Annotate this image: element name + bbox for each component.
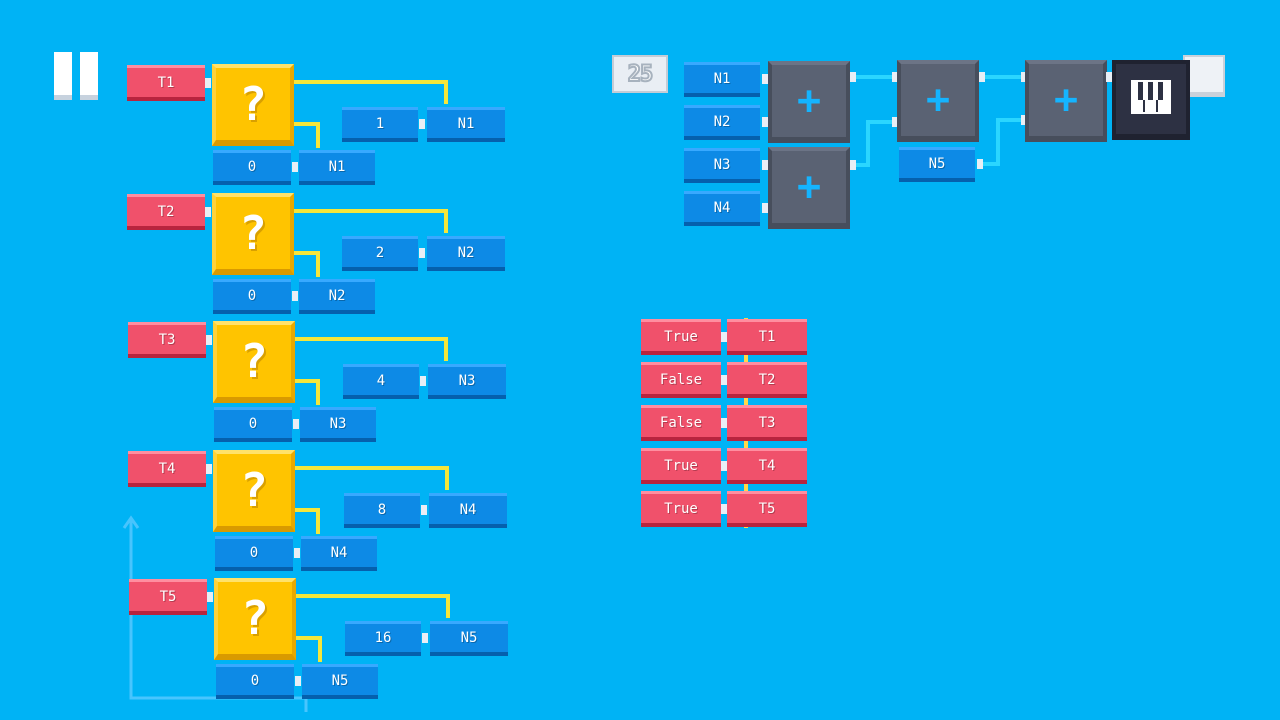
else-target-variable-n4[interactable]: N4 <box>301 536 377 571</box>
port <box>419 248 425 258</box>
plus-icon[interactable]: + <box>897 60 979 142</box>
port <box>205 207 211 217</box>
question-mark-icon[interactable]: ? <box>213 450 295 532</box>
plus-icon[interactable]: + <box>768 147 850 229</box>
plus-icon[interactable]: + <box>768 61 850 143</box>
plus-icon[interactable]: + <box>1025 60 1107 142</box>
port <box>721 504 727 514</box>
piano-keyboard-icon <box>1131 80 1171 118</box>
port <box>419 119 425 129</box>
condition-block-t5[interactable]: T5 <box>129 579 207 615</box>
else-value-block-0[interactable]: 0 <box>215 536 293 571</box>
port <box>421 505 427 515</box>
value-block-2[interactable]: 2 <box>342 236 418 271</box>
value-block-1[interactable]: 1 <box>342 107 418 142</box>
condition-block-t1[interactable]: T1 <box>127 65 205 101</box>
port <box>206 335 212 345</box>
port <box>295 676 301 686</box>
port <box>850 160 856 170</box>
port <box>420 376 426 386</box>
target-variable-n3[interactable]: N3 <box>428 364 506 399</box>
condition-block-t4[interactable]: T4 <box>128 451 206 487</box>
value-block-8[interactable]: 8 <box>344 493 420 528</box>
port <box>721 418 727 428</box>
port <box>977 159 983 169</box>
port <box>294 548 300 558</box>
port <box>292 291 298 301</box>
sum-input-n1[interactable]: N1 <box>684 62 760 97</box>
else-target-variable-n1[interactable]: N1 <box>299 150 375 185</box>
bool-value-false[interactable]: False <box>641 362 721 398</box>
target-variable-n1[interactable]: N1 <box>427 107 505 142</box>
else-value-block-0[interactable]: 0 <box>213 279 291 314</box>
value-block-16[interactable]: 16 <box>345 621 421 656</box>
condition-block-t2[interactable]: T2 <box>127 194 205 230</box>
target-variable-n2[interactable]: N2 <box>427 236 505 271</box>
port <box>206 464 212 474</box>
port <box>292 162 298 172</box>
port <box>205 78 211 88</box>
variable-t2[interactable]: T2 <box>727 362 807 398</box>
sum-input-n5[interactable]: N5 <box>899 147 975 182</box>
port <box>721 375 727 385</box>
question-mark-icon[interactable]: ? <box>212 193 294 275</box>
else-target-variable-n2[interactable]: N2 <box>299 279 375 314</box>
sum-input-n4[interactable]: N4 <box>684 191 760 226</box>
variable-t3[interactable]: T3 <box>727 405 807 441</box>
value-block-4[interactable]: 4 <box>343 364 419 399</box>
port <box>207 592 213 602</box>
port <box>892 72 898 82</box>
bool-value-false[interactable]: False <box>641 405 721 441</box>
port <box>293 419 299 429</box>
variable-t4[interactable]: T4 <box>727 448 807 484</box>
else-target-variable-n3[interactable]: N3 <box>300 407 376 442</box>
else-value-block-0[interactable]: 0 <box>213 150 291 185</box>
bool-value-true[interactable]: True <box>641 448 721 484</box>
level-number: 25 <box>612 55 668 93</box>
port <box>979 72 985 82</box>
else-value-block-0[interactable]: 0 <box>214 407 292 442</box>
port <box>762 203 768 213</box>
else-target-variable-n5[interactable]: N5 <box>302 664 378 699</box>
sum-input-n2[interactable]: N2 <box>684 105 760 140</box>
else-value-block-0[interactable]: 0 <box>216 664 294 699</box>
target-variable-n5[interactable]: N5 <box>430 621 508 656</box>
variable-t5[interactable]: T5 <box>727 491 807 527</box>
port <box>850 72 856 82</box>
question-mark-icon[interactable]: ? <box>213 321 295 403</box>
port <box>762 117 768 127</box>
pause-button[interactable] <box>54 52 100 102</box>
question-mark-icon[interactable]: ? <box>214 578 296 660</box>
port <box>1106 72 1112 82</box>
port <box>422 633 428 643</box>
port <box>892 117 898 127</box>
condition-block-t3[interactable]: T3 <box>128 322 206 358</box>
port <box>721 332 727 342</box>
variable-t1[interactable]: T1 <box>727 319 807 355</box>
sum-input-n3[interactable]: N3 <box>684 148 760 183</box>
port <box>1021 72 1027 82</box>
question-mark-icon[interactable]: ? <box>212 64 294 146</box>
piano-output-block[interactable] <box>1112 60 1190 140</box>
port <box>721 461 727 471</box>
port <box>762 160 768 170</box>
bool-value-true[interactable]: True <box>641 491 721 527</box>
target-variable-n4[interactable]: N4 <box>429 493 507 528</box>
port <box>762 74 768 84</box>
bool-value-true[interactable]: True <box>641 319 721 355</box>
port <box>1021 115 1027 125</box>
